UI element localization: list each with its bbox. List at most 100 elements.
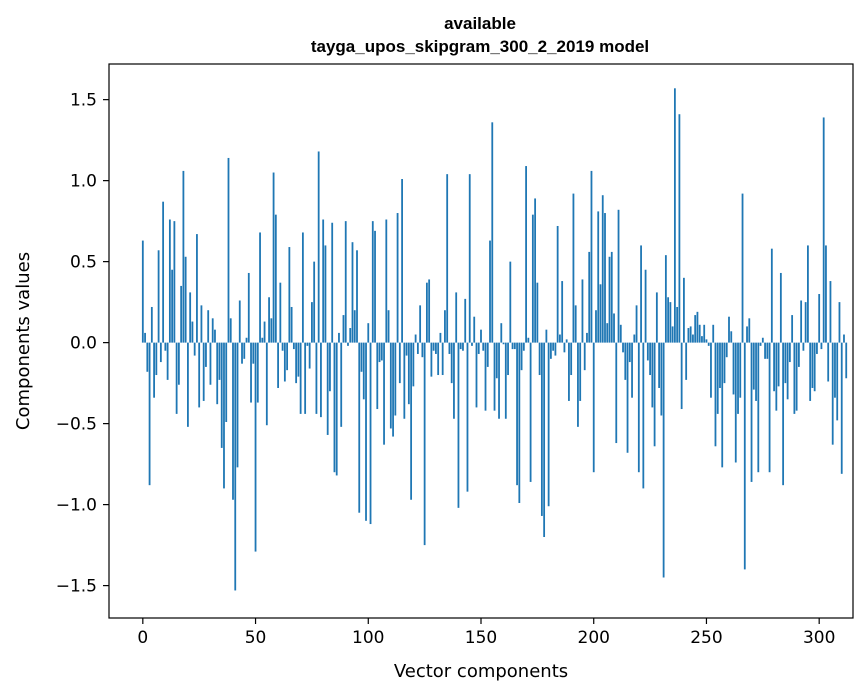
- bar: [522, 342, 525, 351]
- bar: [800, 300, 803, 343]
- bar: [723, 342, 726, 384]
- bar: [214, 329, 216, 343]
- bar: [664, 255, 667, 343]
- bar: [489, 240, 491, 343]
- bar: [752, 342, 755, 390]
- bar: [146, 342, 149, 372]
- bar: [362, 342, 365, 400]
- bar: [513, 342, 516, 350]
- bar: [344, 221, 347, 343]
- bar: [696, 311, 699, 343]
- bar: [741, 193, 744, 343]
- bar: [259, 232, 261, 343]
- bar: [721, 342, 724, 468]
- bar: [500, 323, 503, 343]
- bar: [398, 342, 401, 384]
- bar: [432, 342, 435, 351]
- bar: [655, 292, 658, 343]
- bar: [662, 342, 665, 578]
- bar: [574, 305, 577, 343]
- bar: [565, 339, 568, 343]
- bar: [439, 332, 442, 343]
- bar: [466, 342, 469, 492]
- bar: [444, 310, 446, 343]
- bar: [308, 342, 311, 369]
- bar: [141, 240, 144, 343]
- bar: [619, 324, 622, 343]
- bar: [809, 342, 812, 401]
- bar: [626, 342, 629, 453]
- bar: [692, 334, 694, 343]
- chart-title-line2: tayga_upos_skipgram_300_2_2019 model: [311, 37, 649, 56]
- bar: [816, 342, 818, 354]
- bar: [412, 342, 415, 387]
- bar: [378, 342, 381, 363]
- bar: [365, 342, 367, 521]
- bar: [568, 342, 570, 401]
- bar: [694, 315, 697, 343]
- bar: [403, 342, 406, 419]
- bar: [283, 342, 286, 382]
- chart-title-line1: available: [444, 14, 516, 33]
- bar: [261, 337, 264, 343]
- bar: [286, 342, 289, 371]
- bar: [540, 342, 543, 516]
- bar: [786, 342, 789, 400]
- bar: [252, 342, 255, 364]
- bar: [716, 342, 719, 414]
- bar: [207, 310, 210, 343]
- bar: [236, 342, 239, 468]
- bar: [322, 219, 325, 343]
- bar: [725, 342, 728, 358]
- bar: [484, 342, 487, 411]
- bar: [818, 294, 821, 343]
- y-tick-label: 1.0: [70, 172, 97, 192]
- bar: [608, 256, 611, 343]
- bar: [606, 323, 609, 343]
- bar: [631, 342, 633, 398]
- bar: [238, 300, 241, 343]
- bar: [748, 318, 751, 343]
- bar: [168, 219, 171, 343]
- bar: [234, 342, 237, 591]
- bar: [642, 342, 645, 489]
- bar: [468, 174, 471, 343]
- bar: [297, 342, 300, 377]
- bar: [766, 342, 769, 359]
- bar: [353, 310, 356, 343]
- bar: [279, 282, 282, 343]
- bar: [577, 342, 579, 427]
- bar: [425, 282, 428, 343]
- bar: [676, 306, 679, 343]
- bar: [599, 284, 602, 343]
- bar: [342, 315, 345, 343]
- bar: [703, 324, 706, 343]
- bar: [777, 342, 780, 387]
- bar: [441, 342, 444, 376]
- bar: [184, 256, 187, 343]
- x-tick-label: 50: [245, 628, 267, 648]
- bar: [356, 250, 358, 343]
- bar: [673, 88, 676, 343]
- bar: [498, 342, 500, 419]
- bar: [340, 342, 343, 427]
- bar: [590, 170, 593, 343]
- y-tick-label: −1.0: [56, 496, 97, 516]
- bar: [193, 342, 196, 356]
- y-tick-label: 0.5: [70, 253, 97, 273]
- bar: [387, 310, 390, 343]
- bar: [570, 342, 573, 376]
- bar: [561, 281, 564, 343]
- bar: [243, 342, 246, 359]
- bar: [825, 245, 827, 343]
- bar: [457, 342, 460, 508]
- x-axis-label: Vector components: [394, 661, 568, 682]
- bar: [610, 251, 613, 343]
- bar: [175, 342, 178, 414]
- bar: [229, 318, 232, 343]
- bar: [649, 342, 651, 376]
- bar: [292, 342, 295, 350]
- bar: [453, 342, 455, 419]
- bar: [507, 342, 509, 376]
- x-tick-label: 250: [690, 628, 722, 648]
